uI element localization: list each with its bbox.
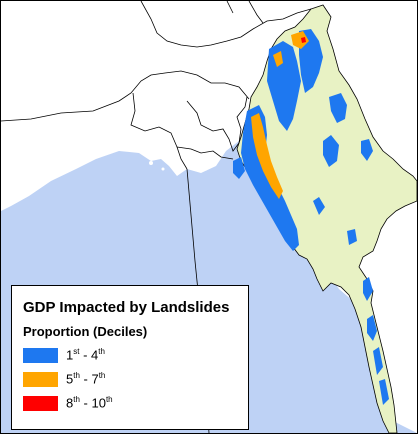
legend-range-start: 5 [66,371,74,387]
islands [149,161,395,398]
legend-item-decile-1-4: 1st - 4th [23,347,223,365]
legend-item-decile-8-10: 8th - 10th [23,395,223,413]
legend-subtitle: Proportion (Deciles) [23,324,148,339]
legend-swatch-decile-8-10 [23,396,58,411]
decile-8-10-areas [301,37,306,43]
legend-label-decile-1-4: 1st - 4th [66,347,105,363]
legend-label-decile-8-10: 8th - 10th [66,395,113,411]
legend-item-decile-5-7: 5th - 7th [23,371,223,389]
legend-range-start: 1 [66,347,74,363]
legend-range-end-suffix: th [98,347,105,356]
legend-range-start-suffix: st [73,347,80,356]
legend-label-decile-5-7: 5th - 7th [66,371,106,387]
legend-swatch-decile-1-4 [23,348,58,363]
legend-range-end: 7 [91,371,99,387]
legend-range-end-suffix: th [105,395,113,404]
legend-range-start-suffix: th [73,395,80,404]
decile-5-7-areas [251,31,309,199]
legend-panel: GDP Impacted by Landslides Proportion (D… [11,285,249,430]
legend-swatch-decile-5-7 [23,372,58,387]
legend-range-start: 8 [66,395,74,411]
legend-range-end: 4 [91,347,99,363]
legend-range-start-suffix: th [73,371,80,380]
legend-range-end-suffix: th [98,371,106,380]
legend-title: GDP Impacted by Landslides [23,299,230,316]
legend-range-end: 10 [91,395,106,411]
